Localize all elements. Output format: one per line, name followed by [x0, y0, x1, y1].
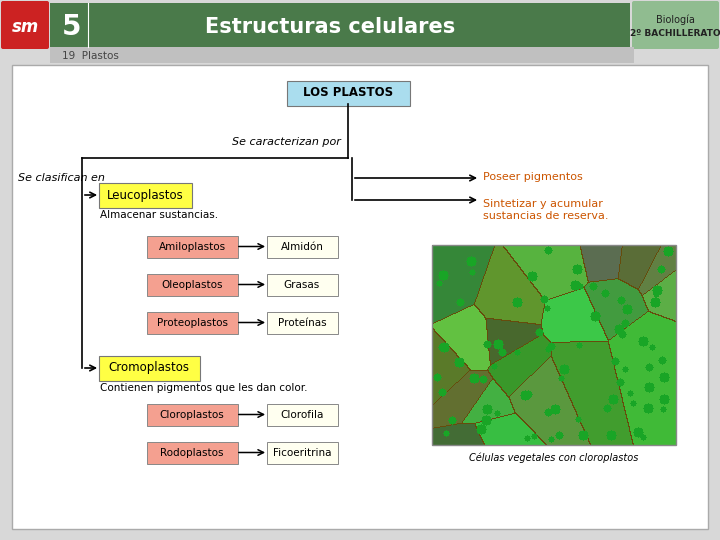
FancyBboxPatch shape — [99, 183, 192, 207]
Text: Ficoeritrina: Ficoeritrina — [273, 448, 331, 457]
Text: Rodoplastos: Rodoplastos — [161, 448, 224, 457]
FancyBboxPatch shape — [146, 442, 238, 463]
Text: Cromoplastos: Cromoplastos — [109, 361, 189, 375]
Bar — [50, 47, 634, 63]
Text: Contienen pigmentos que les dan color.: Contienen pigmentos que les dan color. — [100, 383, 307, 393]
Text: Almidón: Almidón — [281, 241, 323, 252]
Text: Se caracterizan por: Se caracterizan por — [232, 137, 341, 147]
Text: sm: sm — [12, 18, 39, 36]
Text: Grasas: Grasas — [284, 280, 320, 289]
Text: Proteínas: Proteínas — [278, 318, 326, 327]
Text: Poseer pigmentos: Poseer pigmentos — [483, 172, 582, 182]
Text: Amiloplastos: Amiloplastos — [158, 241, 225, 252]
Text: Proteoplastos: Proteoplastos — [156, 318, 228, 327]
Bar — [12, 65, 708, 529]
FancyBboxPatch shape — [146, 235, 238, 258]
FancyBboxPatch shape — [146, 403, 238, 426]
Text: Células vegetales con cloroplastos: Células vegetales con cloroplastos — [469, 453, 639, 463]
Text: 5: 5 — [62, 13, 82, 41]
Text: Clorofila: Clorofila — [280, 409, 324, 420]
FancyBboxPatch shape — [266, 442, 338, 463]
FancyBboxPatch shape — [266, 235, 338, 258]
Text: Estructuras celulares: Estructuras celulares — [205, 17, 455, 37]
FancyBboxPatch shape — [1, 1, 49, 49]
FancyBboxPatch shape — [99, 355, 199, 381]
Text: 2º BACHILLERATO: 2º BACHILLERATO — [630, 30, 720, 38]
FancyBboxPatch shape — [632, 1, 719, 49]
FancyBboxPatch shape — [266, 312, 338, 334]
Bar — [50, 3, 630, 47]
Text: Leucoplastos: Leucoplastos — [107, 188, 184, 201]
Text: Biología: Biología — [656, 15, 694, 25]
FancyBboxPatch shape — [266, 403, 338, 426]
FancyBboxPatch shape — [146, 312, 238, 334]
Text: 19  Plastos: 19 Plastos — [62, 51, 119, 61]
Text: Sintetizar y acumular
sustancias de reserva.: Sintetizar y acumular sustancias de rese… — [483, 199, 608, 221]
Text: LOS PLASTOS: LOS PLASTOS — [303, 86, 393, 99]
Text: Cloroplastos: Cloroplastos — [160, 409, 225, 420]
Text: Se clasifican en: Se clasifican en — [18, 173, 105, 183]
FancyBboxPatch shape — [146, 273, 238, 295]
FancyBboxPatch shape — [266, 273, 338, 295]
FancyBboxPatch shape — [287, 80, 410, 105]
Bar — [432, 245, 676, 445]
Text: Almacenar sustancias.: Almacenar sustancias. — [100, 210, 218, 220]
Text: Oleoplastos: Oleoplastos — [161, 280, 222, 289]
